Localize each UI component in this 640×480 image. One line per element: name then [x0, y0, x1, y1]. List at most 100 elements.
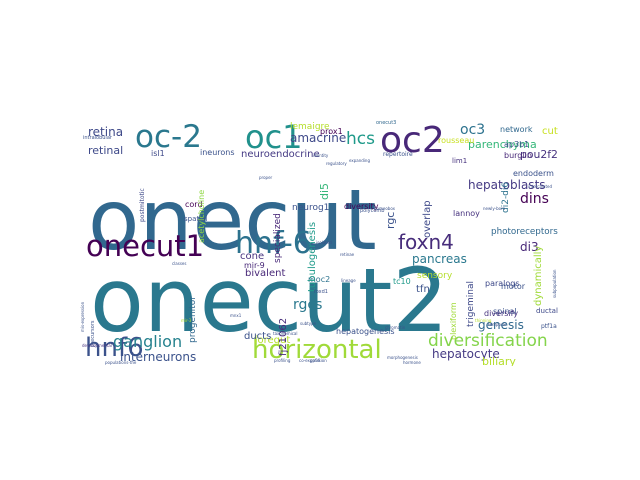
word-onecut2: onecut2 — [90, 249, 448, 352]
word-subtype: subtype — [300, 321, 317, 326]
word-photoreceptors: photoreceptors — [491, 227, 558, 237]
word-oc3: oc3 — [460, 122, 485, 138]
word-newly-born: newly-born — [483, 206, 506, 211]
word-mnx1: mnx1 — [230, 313, 242, 318]
word-ducts: ducts — [244, 331, 271, 342]
word-onecut1: onecut1 — [86, 229, 204, 263]
word-prox1: prox1 — [320, 127, 343, 136]
word-acetylcholine: acetylcholine — [197, 190, 206, 243]
word-moc2: moc2 — [308, 275, 330, 284]
word-onecut3: onecut3 — [376, 120, 396, 126]
word-isl1: isl1 — [151, 149, 165, 158]
word-endoderm: endoderm — [513, 169, 554, 178]
word-polycomb: polycomb — [360, 208, 384, 214]
word-specialized: specialized — [273, 213, 283, 263]
word-postmitotic: postmitotic — [139, 188, 146, 222]
word-lim1: lim1 — [452, 157, 467, 165]
word-tc10: tc10 — [393, 277, 411, 286]
word-diversity: diversity — [344, 202, 379, 211]
word-chromatin: chromatin — [385, 325, 406, 330]
word-hormone: hormone — [403, 360, 421, 365]
word-intercalated: intercalated — [528, 184, 552, 189]
word-expanding: expanding — [349, 158, 370, 163]
word-foxd1: foxd1 — [314, 289, 328, 295]
word-di5: di5 — [318, 183, 331, 200]
word-motor: motor — [501, 282, 526, 291]
word-sensory: sensory — [417, 271, 453, 281]
word-oc2: oc2 — [380, 120, 445, 161]
word-mis-expression: mis-expression — [80, 301, 85, 332]
word-hepatocyte: hepatocyte — [432, 347, 500, 361]
word-repertoire: repertoire — [383, 151, 413, 158]
word-tubulogenesis: tubulogenesis — [307, 222, 318, 292]
word-pancreas: pancreas — [412, 252, 467, 266]
word-lemaigre: lemaigre — [290, 122, 330, 132]
word-paralogs: paralogs — [485, 279, 520, 288]
word-overlap: overlap — [422, 200, 433, 238]
word-trigeminal: trigeminal — [466, 281, 476, 327]
word-plexiform: plexiform — [449, 302, 458, 340]
word-populations-the: populations-the — [105, 360, 137, 365]
word-rgcs: rgcs — [293, 297, 322, 313]
word-co-expression: co-expression — [299, 358, 327, 363]
word-mir-3: mir-3 — [181, 318, 192, 323]
word-ptf1a: ptf1a — [541, 323, 557, 330]
word-retinal: retinal — [88, 144, 123, 157]
word-progenitor: progenitor — [188, 296, 198, 343]
word-intralobular: intralobular — [83, 135, 113, 141]
word-hnf-6: hnf-6 — [235, 226, 312, 261]
word-diversification: diversification — [428, 331, 548, 351]
word-neurog1: neurog1 — [292, 203, 329, 213]
word-spinal: spinal — [493, 307, 517, 316]
word-hepatogenesis: hepatogenesis — [336, 327, 395, 336]
word-gp56: gp56 — [310, 358, 321, 363]
word-classes: classes — [172, 261, 186, 266]
word-onecut: onecut — [88, 171, 377, 269]
word-rousseau: rousseau — [438, 136, 474, 145]
word-dins: dins — [520, 191, 549, 207]
word-proper: proper — [259, 175, 273, 180]
word-rgc: rgc — [384, 212, 397, 229]
word-regulatory: regulatory — [326, 161, 347, 166]
word-thinning: thinning — [475, 318, 492, 323]
word-amacrine: amacrine — [290, 131, 346, 145]
word-foregut: foregut — [254, 335, 290, 346]
word-identity: identity — [313, 153, 329, 158]
word-biliary: biliary — [482, 355, 516, 366]
word-ductal: ductal — [536, 306, 558, 315]
word-tfn: tfn — [416, 284, 430, 295]
word-oc1: oc1 — [245, 118, 303, 156]
word-bivalent: bivalent — [245, 268, 285, 279]
word-cloud: onecut onecut2 onecut1 hnf-6 oc-2 oc1 oc2 horiz… — [80, 96, 560, 366]
word-subpopulation: subpopulation — [552, 269, 557, 298]
word-foxn4: foxn4 — [398, 230, 454, 254]
word-hepatoblasts: hepatoblasts — [468, 178, 546, 192]
word-diversify: diversify — [484, 309, 518, 318]
word-lineage: lineage — [341, 278, 356, 283]
word-morphogenesis: morphogenesis — [387, 355, 418, 360]
word-hnf6: hnf6 — [85, 333, 144, 363]
word-neuroendocrine: neuroendocrine — [241, 149, 320, 160]
word-ineurons: ineurons — [200, 148, 235, 157]
word-burglin: burglin — [504, 151, 532, 160]
word-network: network — [500, 125, 533, 134]
word-genesis: genesis — [478, 318, 524, 332]
word-developmental: developmental — [82, 343, 112, 348]
word-cut: cut — [542, 126, 558, 137]
word-parenchyma: parenchyma — [468, 138, 537, 151]
word-lannoy: lannoy — [453, 209, 480, 218]
word-fj21062: fj21062 — [278, 318, 289, 356]
word-profiling: profiling — [274, 358, 291, 363]
word-hcs: hcs — [346, 129, 375, 149]
word-precursors: precursors — [90, 320, 96, 347]
word-retina: retina — [88, 125, 123, 139]
word-interneurons: interneurons — [120, 350, 196, 364]
word-cord: cord — [185, 200, 203, 209]
word-spatial: spatial — [184, 215, 207, 223]
word-di3: di3 — [520, 240, 539, 254]
word-isolated: isolated — [316, 240, 332, 245]
word-mir-9: mir-9 — [244, 261, 265, 270]
word-oc-2: oc-2 — [135, 119, 202, 155]
word-ap3b1: ap3b1 — [504, 140, 529, 149]
